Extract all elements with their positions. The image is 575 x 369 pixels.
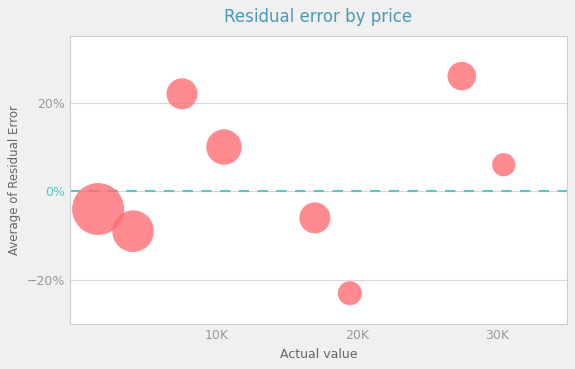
Point xyxy=(457,73,466,79)
Point xyxy=(178,91,187,97)
Point xyxy=(345,290,354,296)
Point xyxy=(128,228,137,234)
X-axis label: Actual value: Actual value xyxy=(279,348,357,361)
Point xyxy=(499,162,508,168)
Y-axis label: Average of Residual Error: Average of Residual Error xyxy=(8,105,21,255)
Point xyxy=(220,144,229,150)
Point xyxy=(310,215,320,221)
Point xyxy=(94,206,103,212)
Title: Residual error by price: Residual error by price xyxy=(224,8,412,26)
